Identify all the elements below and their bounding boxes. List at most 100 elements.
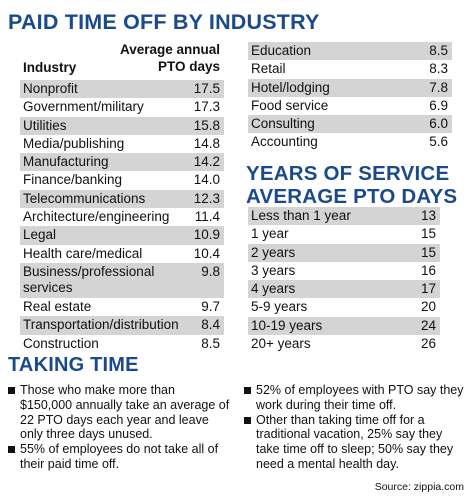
row-label: Government/military <box>23 99 144 115</box>
bullet-item: Those who make more than $150,000 annual… <box>8 383 230 442</box>
row-value: 14.2 <box>193 154 220 170</box>
table-row: Utilities 15.8 <box>20 116 224 135</box>
row-label: 5-9 years <box>251 299 308 315</box>
row-value: 17.5 <box>193 81 220 96</box>
row-value: 16 <box>420 262 436 278</box>
table-row: Manufacturing 14.2 <box>20 153 224 172</box>
source-credit: Source: zippia.com <box>374 481 464 493</box>
table-row: Nonprofit 17.5 <box>20 80 224 99</box>
row-label: 20+ years <box>251 336 311 352</box>
years-of-service-title: YEARS OF SERVICE AVERAGE PTO DAYS <box>246 162 457 208</box>
table-row: Retail 8.3 <box>248 60 452 78</box>
row-value: 6.9 <box>429 97 448 113</box>
row-value: 15.8 <box>193 117 220 133</box>
row-label: Accounting <box>251 134 318 150</box>
table-row: 4 years 17 <box>248 280 440 299</box>
square-bullet-icon <box>244 387 251 394</box>
table-row: Media/publishing 14.8 <box>20 135 224 153</box>
table-row: 2 years 15 <box>248 243 440 262</box>
table-row: Transportation/distribution 8.4 <box>20 316 224 335</box>
table-row: Consulting 6.0 <box>248 115 452 134</box>
row-value: 14.8 <box>193 135 220 151</box>
taking-time-title: TAKING TIME <box>8 354 139 376</box>
row-label: 1 year <box>251 226 289 242</box>
row-label: Manufacturing <box>23 154 109 170</box>
row-value: 8.5 <box>201 335 220 351</box>
row-label: Less than 1 year <box>251 208 351 223</box>
table-row: Finance/banking 14.0 <box>20 171 224 189</box>
table-row: 3 years 16 <box>248 262 440 280</box>
industry-column-header: Industry <box>23 60 77 75</box>
row-label: Transportation/distribution <box>23 317 179 333</box>
table-row: Construction 8.5 <box>20 335 224 353</box>
bullet-text: Other than taking time off for a traditi… <box>256 412 454 471</box>
row-value: 12.3 <box>193 190 220 206</box>
row-value: 20 <box>420 299 436 315</box>
row-value: 9.8 <box>201 263 220 279</box>
table-row: Less than 1 year 13 <box>248 207 440 226</box>
row-label: 10-19 years <box>251 317 323 333</box>
row-value: 10.4 <box>193 245 220 261</box>
row-label: Media/publishing <box>23 135 125 151</box>
row-value: 26 <box>420 336 436 352</box>
row-label: Retail <box>251 61 286 77</box>
row-label: Food service <box>251 97 329 113</box>
row-label: Health care/medical <box>23 245 143 261</box>
row-label: Real estate <box>23 298 92 314</box>
bullet-text: Those who make more than $150,000 annual… <box>20 383 230 442</box>
table-row: Government/military 17.3 <box>20 98 224 116</box>
square-bullet-icon <box>244 416 251 424</box>
row-label: Architecture/engineering <box>23 209 170 225</box>
row-value: 11.4 <box>194 209 220 225</box>
row-value: 7.8 <box>429 79 448 95</box>
row-value: 8.4 <box>201 317 220 333</box>
table-row: Food service 6.9 <box>248 97 452 115</box>
table-row: Real estate 9.7 <box>20 298 224 316</box>
table-row: 1 year 15 <box>248 225 440 243</box>
row-label: 2 years <box>251 244 296 260</box>
bullet-item: Other than taking time off for a traditi… <box>244 413 469 472</box>
row-value: 24 <box>420 317 436 333</box>
row-value: 6.0 <box>429 116 448 132</box>
row-value: 5.6 <box>429 134 448 150</box>
row-value: 15 <box>420 244 436 260</box>
table-row: 10-19 years 24 <box>248 316 440 336</box>
table-row: 5-9 years 20 <box>248 298 440 316</box>
table-row: Education 8.5 <box>248 42 452 61</box>
table-row: Health care/medical 10.4 <box>20 245 224 263</box>
row-value: 14.0 <box>193 172 220 188</box>
bullet-text: 52% of employees with PTO say they work … <box>256 383 464 412</box>
pto-header-line2: PTO days <box>157 59 220 74</box>
yos-title-line2: AVERAGE PTO DAYS <box>246 185 458 208</box>
row-label: Business/professional services <box>23 263 155 295</box>
row-label: Legal <box>23 227 57 243</box>
table-row: Hotel/lodging 7.8 <box>248 78 452 97</box>
square-bullet-icon <box>8 446 15 454</box>
industry-table-left: Nonprofit 17.5 Government/military 17.3 Util… <box>20 80 224 353</box>
row-label: Utilities <box>23 117 67 133</box>
row-value: 17 <box>420 281 436 297</box>
bullet-item: 55% of employees do not take all of thei… <box>8 442 230 472</box>
row-label: Construction <box>23 335 99 351</box>
years-of-service-table: Less than 1 year 13 1 year 15 2 years 15 3 yea… <box>248 207 440 353</box>
row-label: Nonprofit <box>23 81 78 96</box>
bullet-text: 55% of employees do not take all of thei… <box>20 442 219 471</box>
square-bullet-icon <box>8 387 15 394</box>
row-label: Education <box>251 43 312 58</box>
table-row: 20+ years 26 <box>248 335 440 353</box>
table-row: Telecommunications 12.3 <box>20 189 224 209</box>
bullet-item: 52% of employees with PTO say they work … <box>244 383 469 413</box>
bullet-list-left: Those who make more than $150,000 annual… <box>8 383 230 472</box>
row-value: 9.7 <box>201 298 220 314</box>
page-title: PAID TIME OFF BY INDUSTRY <box>8 10 320 34</box>
row-label: 4 years <box>251 281 296 297</box>
row-value: 10.9 <box>193 227 220 243</box>
table-row: Legal 10.9 <box>20 226 224 245</box>
table-row: Business/professional services 9.8 <box>20 262 224 298</box>
row-label: 3 years <box>251 262 296 278</box>
row-value: 8.3 <box>429 61 448 77</box>
table-row: Architecture/engineering 11.4 <box>20 208 224 226</box>
bullet-list-right: 52% of employees with PTO say they work … <box>244 383 469 472</box>
row-value: 17.3 <box>193 99 220 115</box>
row-value: 15 <box>420 226 436 242</box>
